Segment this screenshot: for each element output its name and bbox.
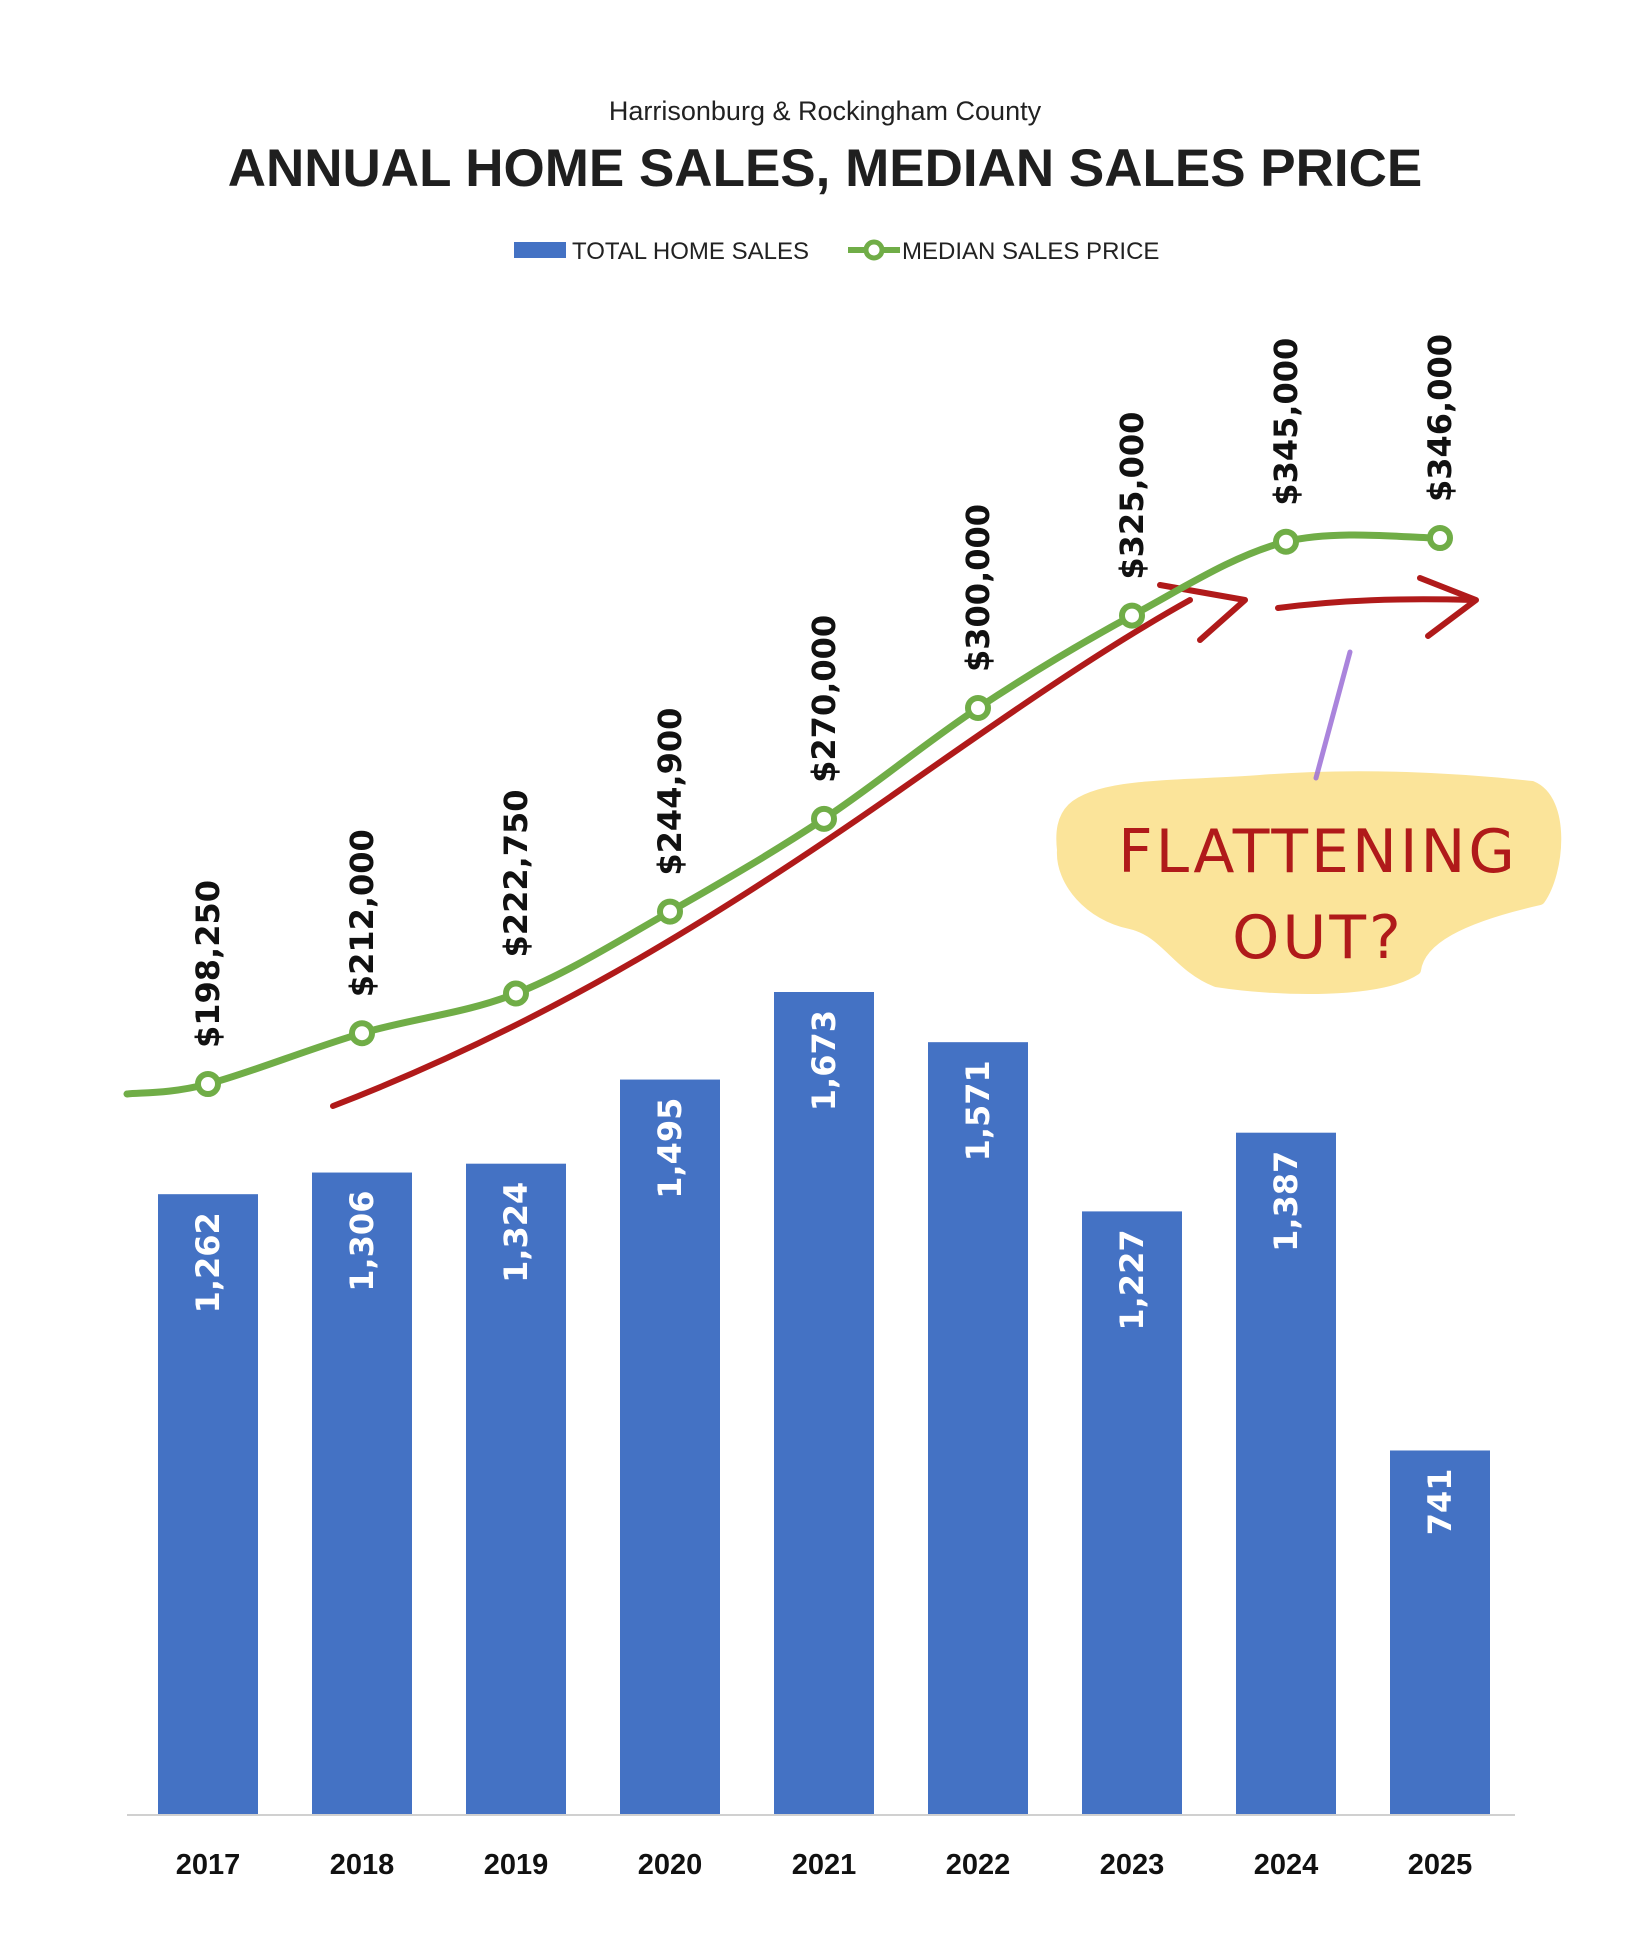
x-tick-label: 2025 <box>1408 1849 1473 1881</box>
bar-value-label: 1,495 <box>651 1098 689 1199</box>
price-marker-2024 <box>1273 528 1299 555</box>
trend-arrow <box>330 597 1193 1109</box>
bar-value-label: 1,306 <box>343 1191 381 1292</box>
pointer-stroke <box>1313 649 1353 781</box>
x-tick-label: 2018 <box>330 1849 395 1881</box>
bar-value-label: 1,227 <box>1113 1229 1151 1330</box>
year-labels-layer: 2017 2018 2019 2020 2021 2022 2023 2024 2025 <box>176 1849 1473 1881</box>
price-value-label: $222,750 <box>497 789 535 957</box>
highlight-blob <box>1056 771 1562 995</box>
chart-title: ANNUAL HOME SALES, MEDIAN SALES PRICE <box>228 139 1423 198</box>
bar-2021 <box>774 992 874 1815</box>
annotation: FLATTENING OUT? <box>330 575 1562 1109</box>
price-labels-layer: $198,250 $212,000 $222,750 $244,900 $270,000… <box>189 334 1459 1048</box>
price-value-label: $346,000 <box>1421 334 1459 502</box>
bar-value-label: 1,571 <box>959 1060 997 1161</box>
price-value-label: $300,000 <box>959 504 997 672</box>
x-tick-label: 2022 <box>946 1849 1011 1881</box>
bar-2018 <box>312 1172 412 1815</box>
price-marker-2023 <box>1119 602 1145 629</box>
x-tick-label: 2021 <box>792 1849 857 1881</box>
price-marker-2022 <box>965 694 991 721</box>
price-value-label: $270,000 <box>805 615 843 783</box>
price-value-label: $244,900 <box>651 708 689 876</box>
bar-value-label: 1,324 <box>497 1182 535 1283</box>
line-layer <box>123 525 1453 1098</box>
flat-arrow <box>1275 596 1475 611</box>
price-value-label: $325,000 <box>1113 412 1151 580</box>
price-marker-2020 <box>657 898 683 925</box>
price-value-label: $198,250 <box>189 880 227 1048</box>
price-marker-2019 <box>503 980 529 1007</box>
bar-2020 <box>620 1079 720 1815</box>
bar-labels-layer: 1,262 1,306 1,324 1,495 1,673 1,571 1,227 1,387… <box>189 1010 1459 1535</box>
chart-subtitle: Harrisonburg & Rockingham County <box>609 96 1042 126</box>
price-marker-2021 <box>811 805 837 832</box>
bar-2017 <box>158 1194 258 1815</box>
price-marker-2025 <box>1427 525 1453 551</box>
price-value-label: $345,000 <box>1267 338 1305 506</box>
annotation-line2: OUT? <box>1232 903 1404 973</box>
legend-bar-swatch <box>514 242 566 258</box>
legend: TOTAL HOME SALES MEDIAN SALES PRICE <box>514 238 1159 265</box>
trend-arrow-head <box>1157 582 1248 643</box>
bar-2025 <box>1390 1450 1490 1815</box>
bar-2022 <box>928 1042 1028 1815</box>
price-marker-2017 <box>195 1071 221 1097</box>
price-value-label: $212,000 <box>343 829 381 997</box>
bar-value-label: 1,673 <box>805 1010 843 1111</box>
bar-2023 <box>1082 1211 1182 1815</box>
annotation-line1: FLATTENING <box>1118 817 1518 887</box>
legend-line-label: MEDIAN SALES PRICE <box>902 238 1159 265</box>
bar-value-label: 1,262 <box>189 1212 227 1313</box>
bar-2024 <box>1236 1132 1336 1815</box>
x-tick-label: 2024 <box>1254 1849 1319 1881</box>
bar-2019 <box>466 1163 566 1815</box>
legend-bars-label: TOTAL HOME SALES <box>572 238 809 265</box>
legend-line-marker <box>863 239 885 261</box>
x-tick-label: 2023 <box>1100 1849 1165 1881</box>
median-price-line <box>123 531 1444 1098</box>
flat-arrow-head <box>1417 575 1479 639</box>
x-tick-label: 2017 <box>176 1849 241 1881</box>
bar-value-label: 741 <box>1421 1468 1459 1535</box>
x-tick-label: 2019 <box>484 1849 549 1881</box>
x-tick-label: 2020 <box>638 1849 703 1881</box>
price-marker-2018 <box>349 1020 375 1047</box>
bars-layer <box>158 992 1490 1815</box>
bar-value-label: 1,387 <box>1267 1151 1305 1252</box>
